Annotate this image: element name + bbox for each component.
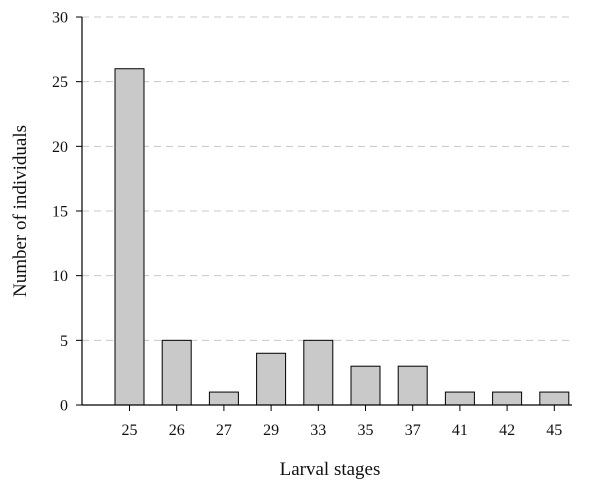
bars bbox=[114, 68, 570, 406]
bar-37 bbox=[397, 365, 428, 406]
x-tick-label: 26 bbox=[169, 422, 185, 439]
x-tick-label: 29 bbox=[263, 422, 279, 439]
x-axis-title: Larval stages bbox=[280, 459, 381, 480]
x-tick-label: 37 bbox=[405, 422, 421, 439]
x-tick-label: 25 bbox=[122, 422, 138, 439]
bar-26 bbox=[161, 339, 192, 406]
y-axis-ticks: 0 5 10 15 20 25 30 bbox=[52, 10, 82, 415]
bar-25 bbox=[114, 68, 145, 406]
x-tick-label: 45 bbox=[546, 422, 562, 439]
y-tick-label: 10 bbox=[52, 268, 68, 285]
grid-lines bbox=[82, 16, 572, 341]
bar-27 bbox=[208, 391, 239, 406]
y-tick-label: 0 bbox=[60, 398, 68, 415]
bar-45 bbox=[539, 391, 570, 406]
x-tick-label: 42 bbox=[499, 422, 515, 439]
y-tick-label: 25 bbox=[52, 74, 68, 91]
x-tick-label: 41 bbox=[452, 422, 468, 439]
x-tick-label: 27 bbox=[216, 422, 232, 439]
bar-35 bbox=[350, 365, 381, 406]
y-axis-title: Number of individuals bbox=[10, 125, 31, 297]
x-tick-label: 35 bbox=[358, 422, 374, 439]
y-tick-label: 15 bbox=[52, 204, 68, 221]
bar-33 bbox=[303, 339, 334, 406]
x-tick-label: 33 bbox=[310, 422, 326, 439]
y-tick-label: 30 bbox=[52, 10, 68, 27]
bar-29 bbox=[256, 352, 287, 406]
y-tick-label: 20 bbox=[52, 139, 68, 156]
x-axis-ticks: 25 26 27 29 33 35 37 41 42 45 bbox=[122, 405, 562, 439]
bar-42 bbox=[492, 391, 523, 406]
y-tick-label: 5 bbox=[60, 333, 68, 350]
bar-41 bbox=[444, 391, 475, 406]
